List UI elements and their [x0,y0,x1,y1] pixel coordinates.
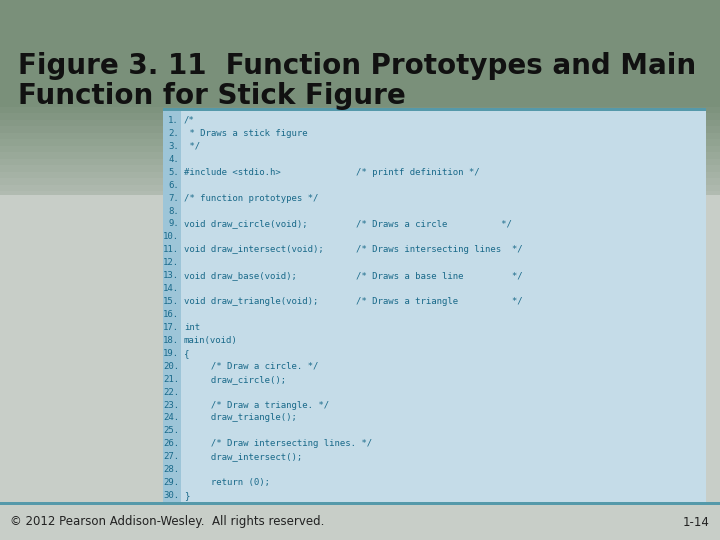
Text: Figure 3. 11  Function Prototypes and Main: Figure 3. 11 Function Prototypes and Mai… [18,52,696,80]
Bar [0,139,720,146]
Bar [0,224,720,231]
Text: 17.: 17. [163,323,179,332]
Bar [0,502,720,505]
Text: void draw_base(void);           /* Draws a base line         */: void draw_base(void); /* Draws a base li… [184,271,523,280]
Text: 18.: 18. [163,336,179,345]
Text: 10.: 10. [163,232,179,241]
Text: }: } [184,491,189,500]
Bar [0,191,720,199]
Text: void draw_triangle(void);       /* Draws a triangle          */: void draw_triangle(void); /* Draws a tri… [184,297,523,306]
Text: draw_triangle();: draw_triangle(); [184,414,297,422]
Bar [0,204,720,212]
Bar [0,505,720,540]
Text: 3.: 3. [168,142,179,151]
Text: int: int [184,323,200,332]
Bar [0,178,720,186]
Bar [0,126,720,133]
Bar [163,108,706,111]
Text: 19.: 19. [163,349,179,358]
Bar [163,110,181,502]
Text: draw_intersect();: draw_intersect(); [184,452,302,461]
Text: 25.: 25. [163,427,179,435]
Text: 29.: 29. [163,478,179,487]
Text: 26.: 26. [163,440,179,448]
Text: 1-14: 1-14 [683,516,710,529]
Text: 1.: 1. [168,116,179,125]
Bar [0,185,720,192]
Text: #include <stdio.h>              /* printf definition */: #include <stdio.h> /* printf definition … [184,168,480,177]
Bar [0,132,720,140]
Bar [0,172,720,179]
Bar [0,152,720,159]
Bar [0,159,720,166]
Bar [0,100,720,107]
Text: 7.: 7. [168,193,179,202]
Text: /* Draw a circle. */: /* Draw a circle. */ [184,362,318,370]
Bar [0,0,720,100]
Text: Function for Stick Figure: Function for Stick Figure [18,82,406,110]
Bar [0,198,720,205]
Text: 14.: 14. [163,284,179,293]
Text: /* Draw intersecting lines. */: /* Draw intersecting lines. */ [184,440,372,448]
Text: /*: /* [184,116,194,125]
Text: 24.: 24. [163,414,179,422]
Text: 16.: 16. [163,310,179,319]
Text: 6.: 6. [168,181,179,190]
Bar [0,211,720,218]
Text: 2.: 2. [168,129,179,138]
Bar [0,145,720,153]
Text: 5.: 5. [168,168,179,177]
Text: 4.: 4. [168,155,179,164]
Bar [0,113,720,120]
Text: 15.: 15. [163,297,179,306]
Text: 22.: 22. [163,388,179,396]
Bar [0,165,720,172]
Text: 13.: 13. [163,271,179,280]
Text: 30.: 30. [163,491,179,500]
Text: void draw_circle(void);         /* Draws a circle          */: void draw_circle(void); /* Draws a circl… [184,219,512,228]
Text: 23.: 23. [163,401,179,409]
Text: /* Draw a triangle. */: /* Draw a triangle. */ [184,401,329,409]
Text: 27.: 27. [163,452,179,461]
Text: 11.: 11. [163,245,179,254]
Text: {: { [184,349,189,358]
Bar [0,217,720,225]
Text: 28.: 28. [163,465,179,474]
Text: * Draws a stick figure: * Draws a stick figure [184,129,307,138]
Text: 21.: 21. [163,375,179,383]
Text: © 2012 Pearson Addison-Wesley.  All rights reserved.: © 2012 Pearson Addison-Wesley. All right… [10,516,325,529]
Text: /* function prototypes */: /* function prototypes */ [184,193,318,202]
Text: main(void): main(void) [184,336,238,345]
Text: 8.: 8. [168,206,179,215]
Text: */: */ [184,142,200,151]
Bar [0,106,720,114]
Text: 12.: 12. [163,258,179,267]
Text: return (0);: return (0); [184,478,270,487]
Bar [0,195,720,505]
Text: draw_circle();: draw_circle(); [184,375,286,383]
Text: 9.: 9. [168,219,179,228]
Bar [163,110,706,502]
Bar [0,119,720,127]
Text: void draw_intersect(void);      /* Draws intersecting lines  */: void draw_intersect(void); /* Draws inte… [184,245,523,254]
Text: 20.: 20. [163,362,179,370]
